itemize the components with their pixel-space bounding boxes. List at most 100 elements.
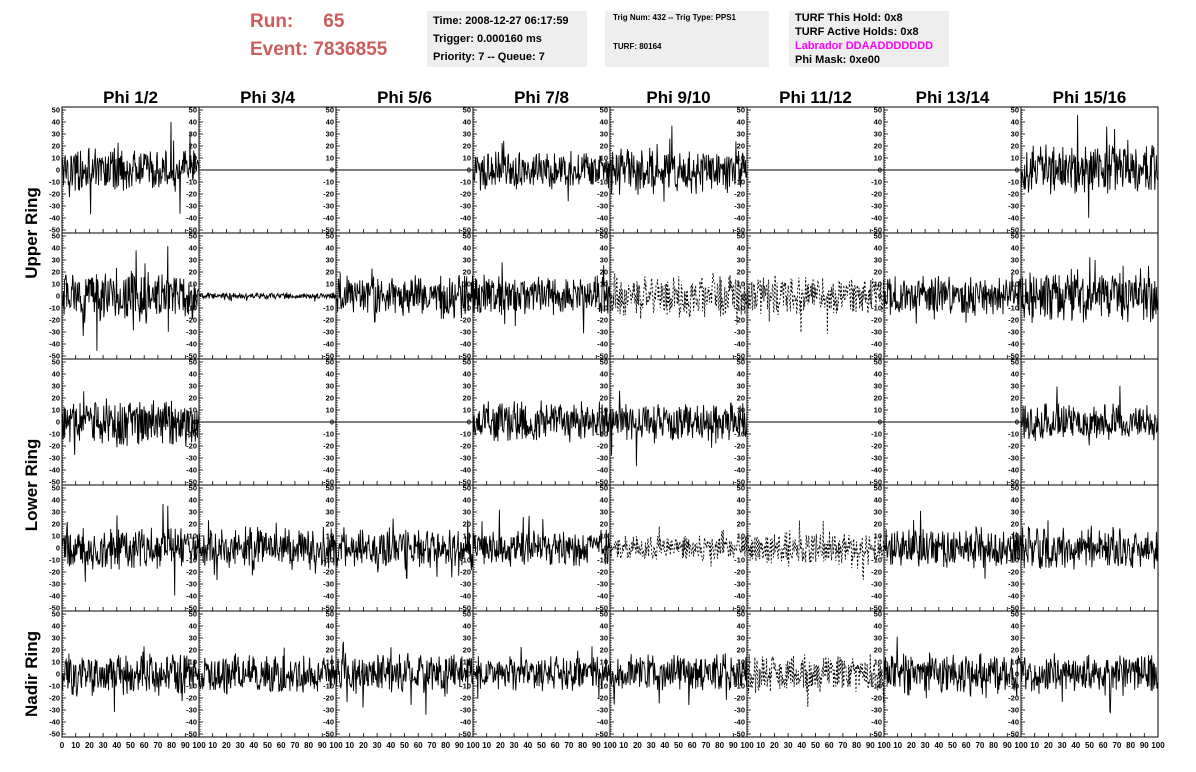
y-tick-label: 50 [463,106,471,115]
ring-label: Nadir Ring [22,631,41,717]
y-tick-label: -40 [186,214,197,223]
x-tick-label: 50 [400,741,409,750]
y-tick-label: 0 [741,670,745,679]
y-tick-label: 40 [874,622,882,631]
y-tick-label: -40 [597,718,608,727]
y-tick-label: 0 [604,544,608,553]
waveform-panel: 50 40 30 20 10 0 -10 -20 -30 -40 -50 [1008,484,1159,613]
y-tick-label: 20 [189,268,197,277]
y-tick-label: -10 [49,304,60,313]
y-tick-label: 0 [193,544,197,553]
waveform-panel: 50 40 30 20 10 0 -10 -20 -30 -40 -50 [186,610,337,739]
y-tick-label: 10 [1011,532,1019,541]
y-tick-label: -40 [734,592,745,601]
y-tick-label: -50 [186,226,197,235]
y-tick-label: 0 [56,544,60,553]
y-tick-label: 20 [1011,646,1019,655]
y-tick-label: 20 [874,268,882,277]
y-tick-label: -10 [1008,304,1019,313]
y-tick-label: 30 [52,382,60,391]
y-tick-label: -40 [871,466,882,475]
x-tick-label: 80 [441,741,450,750]
y-tick-label: 30 [326,130,334,139]
y-tick-label: -30 [1008,202,1019,211]
x-tick-label: 100 [877,741,891,750]
y-tick-label: 40 [189,496,197,505]
y-tick-label: -10 [871,178,882,187]
y-tick-label: 10 [52,658,60,667]
waveform-panel: 50 40 30 20 10 0 -10 -20 -30 -40 -50 [597,232,748,361]
y-tick-label: 20 [737,646,745,655]
x-tick-label: 40 [112,741,121,750]
y-tick-label: -20 [871,568,882,577]
y-tick-label: 10 [1011,280,1019,289]
waveform-panel: 50 40 30 20 10 0 -10 -20 -30 -40 -50 [49,232,200,361]
y-tick-label: -20 [186,316,197,325]
y-tick-label: 20 [463,142,471,151]
waveform-trace [472,509,611,567]
waveform-panel: 50 40 30 20 10 0 -10 -20 -30 -40 -50 [49,610,200,739]
y-tick-label: -10 [734,430,745,439]
y-tick-label: 40 [737,370,745,379]
y-tick-label: 0 [193,292,197,301]
turf-info-box: TURF This Hold: 0x8 TURF Active Holds: 0… [789,11,949,67]
y-tick-label: -20 [1008,190,1019,199]
y-tick-label: -30 [186,202,197,211]
y-tick-label: -30 [597,454,608,463]
y-tick-label: -20 [597,694,608,703]
y-tick-label: 30 [463,634,471,643]
x-tick-label: 80 [304,741,313,750]
y-tick-label: 50 [600,106,608,115]
waveform-panel: 50 40 30 20 10 0 -10 -20 -30 -40 -50 [323,484,474,613]
y-tick-label: 50 [463,484,471,493]
waveform-panel: 50 40 30 20 10 0 -10 -20 -30 -40 -50 [460,484,611,613]
y-tick-label: 40 [326,118,334,127]
y-tick-label: 50 [1011,106,1019,115]
y-tick-label: 10 [189,658,197,667]
y-tick-label: 20 [1011,142,1019,151]
y-tick-label: 20 [326,268,334,277]
y-tick-label: -40 [49,718,60,727]
x-tick-label: 20 [222,741,231,750]
x-tick-label: 20 [633,741,642,750]
x-tick-label: 50 [674,741,683,750]
x-tick-label: 30 [510,741,519,750]
y-tick-label: 30 [600,382,608,391]
waveform-trace [609,390,748,467]
y-tick-label: -40 [460,340,471,349]
waveform-trace [1020,653,1159,714]
y-tick-label: -10 [460,682,471,691]
x-tick-label: 80 [167,741,176,750]
waveform-trace [609,125,748,202]
x-tick-label: 0 [60,741,65,750]
waveform-panel: 50 40 30 20 10 0 -10 -20 -30 -40 -50 [871,358,1022,487]
y-tick-label: 40 [463,496,471,505]
y-tick-label: 20 [1011,394,1019,403]
x-tick-label: 10 [482,741,491,750]
waveform-trace [1020,257,1159,323]
y-tick-label: -40 [323,466,334,475]
y-tick-label: -50 [1008,352,1019,361]
x-tick-label: 90 [455,741,464,750]
waveform-trace [472,140,611,202]
y-tick-label: 50 [874,484,882,493]
waveform-trace [198,292,337,302]
waveform-trace [746,275,885,334]
x-tick-label: 80 [1126,741,1135,750]
y-tick-label: -50 [460,226,471,235]
x-tick-label: 50 [1085,741,1094,750]
waveform-trace [1020,520,1159,570]
trig-num-text: Trig Num: 432 -- Trig Type: PPS1 [613,13,736,22]
y-tick-label: -30 [460,580,471,589]
y-tick-label: -30 [734,706,745,715]
x-tick-label: 20 [1044,741,1053,750]
y-tick-label: 10 [737,658,745,667]
y-tick-label: 30 [1011,256,1019,265]
y-tick-label: 20 [874,520,882,529]
y-tick-label: -30 [597,202,608,211]
trigger-info-box: Trig Num: 432 -- Trig Type: PPS1 TURF: 8… [605,11,769,67]
y-tick-label: -20 [186,694,197,703]
y-tick-label: 40 [600,370,608,379]
y-tick-label: 30 [189,634,197,643]
y-tick-label: -20 [323,442,334,451]
